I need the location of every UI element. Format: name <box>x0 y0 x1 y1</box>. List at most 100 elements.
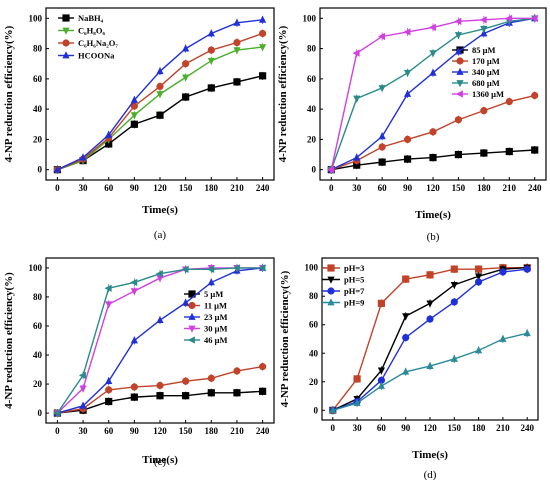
x-tick-label: 150 <box>179 183 193 193</box>
data-point <box>426 361 434 369</box>
x-axis-title: Time(s) <box>142 454 178 466</box>
data-point <box>378 143 386 151</box>
legend-swatch-marker <box>327 298 335 306</box>
data-point <box>353 375 361 383</box>
y-tick-label: 80 <box>309 291 319 301</box>
data-point <box>523 329 531 337</box>
legend-swatch-marker <box>188 325 196 333</box>
data-point <box>182 93 190 101</box>
legend-swatch-marker <box>62 39 70 47</box>
series-line <box>57 267 263 414</box>
data-point <box>426 315 434 323</box>
x-tick-label: 120 <box>426 183 440 193</box>
data-point <box>259 44 267 52</box>
data-point <box>475 346 483 354</box>
series-line <box>56 267 263 414</box>
data-point <box>402 313 410 321</box>
legend-swatch-marker <box>456 67 464 75</box>
x-tick-label: 210 <box>496 423 510 433</box>
data-point <box>156 91 164 99</box>
y-axis-title: 4-NP reduction efficiency(%) <box>3 272 15 409</box>
y-tick-label: 100 <box>305 263 319 273</box>
y-tick-label: 40 <box>307 104 317 114</box>
x-tick-label: 30 <box>353 423 363 433</box>
x-tick-label: 60 <box>378 183 388 193</box>
y-tick-label: 60 <box>307 74 317 84</box>
x-tick-label: 240 <box>520 423 534 433</box>
data-point <box>105 397 113 406</box>
data-point <box>480 26 488 34</box>
data-point <box>450 298 458 306</box>
y-tick-label: 100 <box>29 13 43 23</box>
y-tick-label: 80 <box>33 292 43 302</box>
panel-label: (a) <box>154 229 167 241</box>
data-point <box>232 264 240 272</box>
x-tick-label: 90 <box>401 423 411 433</box>
data-point <box>531 146 539 154</box>
data-point <box>403 155 412 163</box>
legend-swatch-marker <box>188 312 196 320</box>
data-point <box>475 278 483 286</box>
legend-label: 46 μM <box>204 335 227 345</box>
y-tick-label: 60 <box>33 74 43 84</box>
data-point <box>402 333 410 342</box>
panel-c: 0 30 60 90 120 150 180 210 240 0 20 40 60 80 100 Time(s… <box>3 257 275 468</box>
y-tick-label: 0 <box>314 405 319 415</box>
legend-swatch-marker <box>456 57 464 65</box>
data-point <box>499 334 507 342</box>
data-point <box>156 111 164 119</box>
legend-label: pH=9 <box>344 298 364 308</box>
x-tick-label: 150 <box>448 423 462 433</box>
data-point <box>130 288 138 296</box>
data-point <box>259 15 267 23</box>
x-tick-label: 90 <box>403 183 413 193</box>
x-tick-label: 120 <box>423 423 437 433</box>
data-point <box>207 389 215 397</box>
legend-swatch-marker <box>187 336 195 344</box>
y-tick-label: 40 <box>309 348 319 358</box>
legend-label: 23 μM <box>204 312 227 322</box>
data-point <box>233 38 241 47</box>
legend-label: pH=3 <box>344 263 364 273</box>
data-point <box>207 57 215 65</box>
data-point <box>259 29 267 38</box>
data-point <box>130 393 138 401</box>
data-point <box>259 387 267 395</box>
data-point <box>259 363 267 371</box>
data-point <box>156 392 164 400</box>
legend-label: 85 μM <box>472 45 495 55</box>
legend-label: 1360 μM <box>472 89 504 99</box>
legend-label: pH=5 <box>344 275 364 285</box>
data-point <box>377 32 386 41</box>
y-tick-label: 60 <box>309 320 319 330</box>
data-point <box>531 91 539 100</box>
data-point <box>259 72 267 80</box>
data-point <box>505 97 513 106</box>
series-line <box>332 332 528 411</box>
legend-swatch-marker <box>62 27 70 35</box>
x-tick-label: 180 <box>472 423 486 433</box>
y-axis-title: 4-NP reduction efficiency(%) <box>279 270 291 407</box>
x-tick-label: 120 <box>153 183 167 193</box>
data-point <box>156 275 164 283</box>
y-tick-label: 20 <box>309 377 319 387</box>
x-tick-label: 60 <box>104 183 114 193</box>
data-point <box>429 128 437 136</box>
data-point <box>207 265 215 273</box>
x-tick-label: 30 <box>79 183 89 193</box>
data-point <box>327 166 335 174</box>
data-point <box>480 149 488 157</box>
data-point <box>156 67 164 75</box>
data-point <box>475 273 483 281</box>
x-tick-label: 180 <box>205 426 219 436</box>
data-point <box>329 406 337 414</box>
data-point <box>377 381 385 389</box>
data-point <box>79 153 87 161</box>
x-tick-label: 90 <box>130 183 140 193</box>
legend-swatch-marker <box>327 264 335 272</box>
data-point <box>130 120 138 128</box>
data-point <box>105 301 113 309</box>
x-axis-title: Time(s) <box>412 449 448 461</box>
data-point <box>78 371 86 379</box>
